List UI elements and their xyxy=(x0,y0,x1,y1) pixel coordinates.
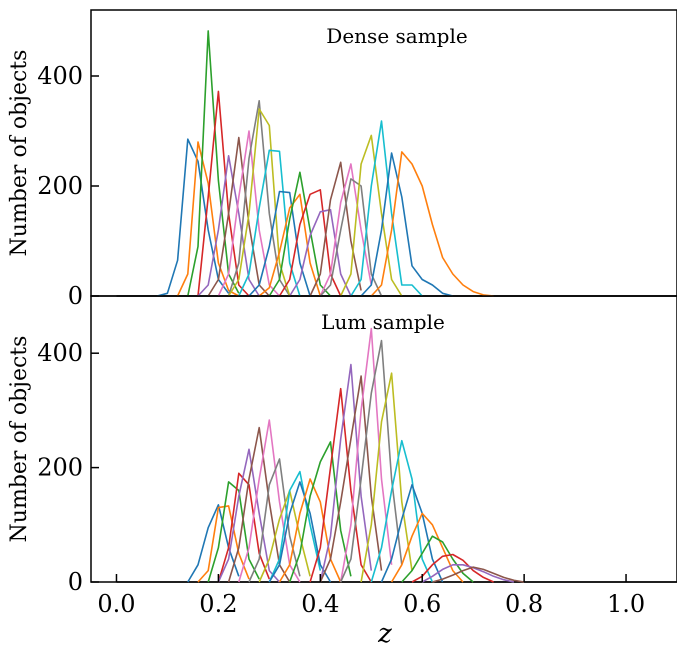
lum-series-line-21 xyxy=(380,483,444,583)
lum-series-line-24 xyxy=(411,553,494,583)
dense-series-line-13 xyxy=(268,171,332,297)
dense-series-line-9 xyxy=(227,108,291,297)
xtick-label-0.8: 0.8 xyxy=(505,590,543,618)
dense-y-axis-label: Number of objects xyxy=(7,50,32,257)
xtick-label-1.0: 1.0 xyxy=(607,590,645,618)
dense-series-line-21 xyxy=(360,152,454,297)
lum-series-layer xyxy=(116,327,677,583)
xtick-label-0.2: 0.2 xyxy=(199,590,237,618)
lum-series-line-17 xyxy=(339,327,393,583)
lum-ytick-label-200: 200 xyxy=(37,454,83,482)
dense-series-line-11 xyxy=(248,190,311,297)
lum-ytick-label-0: 0 xyxy=(68,568,83,596)
lum-y-axis-label: Number of objects xyxy=(7,336,32,543)
xtick-label-0.4: 0.4 xyxy=(301,590,339,618)
dense-panel-title: Dense sample xyxy=(326,24,467,48)
dense-series-line-19 xyxy=(339,134,403,297)
x-axis-label: z xyxy=(377,619,392,648)
x-axis-ticks: 0.0 0.2 0.4 0.6 0.8 1.0 xyxy=(97,574,645,618)
lum-series-line-14 xyxy=(309,387,372,583)
lum-series-line-13 xyxy=(288,441,352,583)
lum-series-line-8 xyxy=(248,458,301,583)
lum-ytick-layer: 0 200 400 xyxy=(37,339,99,596)
dense-series-line-4 xyxy=(197,90,250,297)
dense-series-line-5 xyxy=(197,155,260,297)
dense-ytick-label-400: 400 xyxy=(37,62,83,90)
dense-series-line-1 xyxy=(156,138,230,297)
dense-series-line-20 xyxy=(350,120,423,297)
dense-sample-panel: 0 200 400 Dense sample Number of objects xyxy=(7,9,677,310)
xtick-label-0.0: 0.0 xyxy=(97,590,135,618)
dense-series-line-17 xyxy=(319,163,373,297)
lum-series-line-20 xyxy=(370,439,434,583)
dense-series-line-18 xyxy=(319,178,383,297)
dense-series-line-2 xyxy=(176,141,240,297)
lum-series-line-16 xyxy=(319,375,383,583)
dense-series-line-3 xyxy=(187,30,240,297)
dense-series-line-15 xyxy=(289,208,352,297)
dense-series-layer xyxy=(116,30,677,297)
lum-series-line-18 xyxy=(339,339,403,583)
lum-panel-frame xyxy=(90,295,677,583)
lum-series-line-3 xyxy=(207,481,260,583)
lum-series-line-22 xyxy=(390,512,464,583)
dense-series-line-22 xyxy=(370,151,494,297)
dense-ytick-label-200: 200 xyxy=(37,172,83,200)
lum-series-line-4 xyxy=(217,472,271,583)
lum-panel-title: Lum sample xyxy=(321,310,445,334)
lum-series-line-10 xyxy=(268,470,322,583)
dense-ytick-label-0: 0 xyxy=(68,282,83,310)
lum-series-line-2 xyxy=(197,505,250,583)
dense-ytick-layer: 0 200 400 xyxy=(37,62,99,310)
lum-ytick-label-400: 400 xyxy=(37,339,83,367)
lum-series-line-26 xyxy=(432,566,525,583)
xtick-label-0.6: 0.6 xyxy=(403,590,441,618)
lum-series-line-25 xyxy=(421,563,515,583)
lum-series-line-15 xyxy=(319,363,373,583)
dense-series-line-10 xyxy=(238,149,301,297)
dense-series-line-12 xyxy=(258,193,322,297)
lum-sample-panel: 0 200 400 Lum sample Number of objects xyxy=(7,295,677,596)
lum-series-line-11 xyxy=(268,481,332,583)
lum-series-line-5 xyxy=(217,448,281,583)
